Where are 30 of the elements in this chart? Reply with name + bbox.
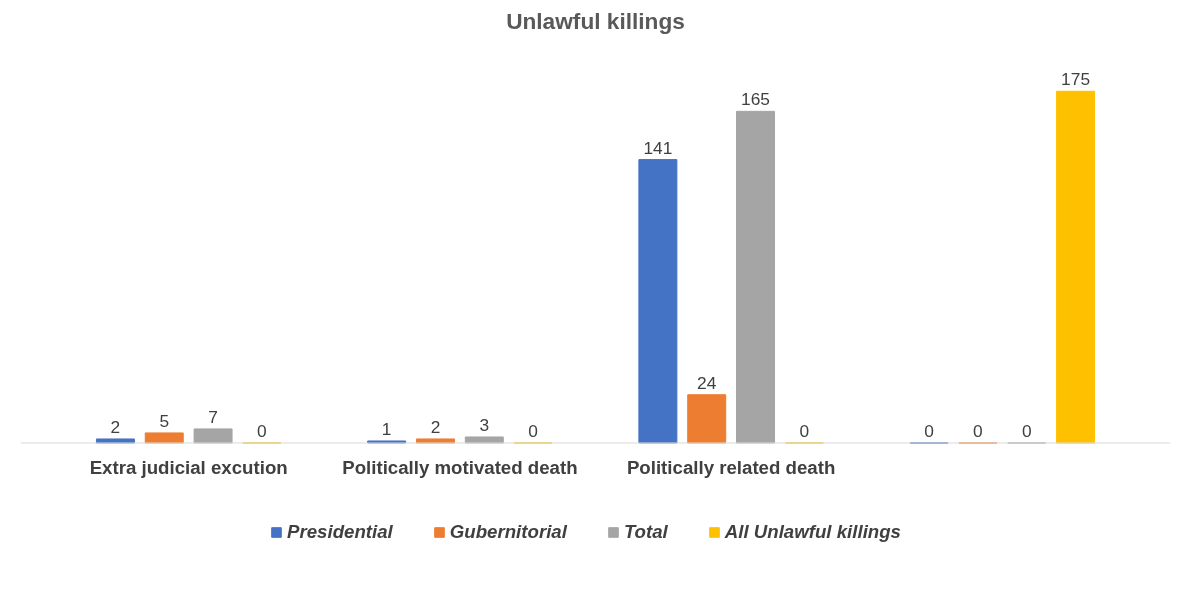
data-label: 0: [973, 420, 983, 441]
data-label: 3: [479, 414, 490, 435]
bar: [1056, 90, 1096, 444]
data-label: 0: [924, 420, 934, 441]
bar: [638, 159, 678, 444]
data-label: 24: [697, 372, 717, 393]
data-label: 2: [110, 416, 121, 437]
data-label: 0: [257, 420, 267, 441]
data-label: 1: [381, 418, 392, 439]
data-label: 7: [208, 406, 218, 427]
legend-label: All Unlawful killings: [724, 521, 901, 543]
legend-label: Presidential: [287, 521, 393, 543]
bar: [687, 394, 727, 444]
data-label: 141: [643, 137, 673, 158]
data-label: 0: [1021, 420, 1032, 441]
data-label: 0: [528, 420, 538, 441]
x-tick-label: Politically related death: [626, 456, 836, 478]
data-label: 2: [430, 416, 441, 437]
bar: [144, 432, 184, 444]
chart-title: Unlawful killings: [506, 7, 685, 34]
data-label: 175: [1061, 69, 1091, 90]
bar: [193, 428, 233, 444]
legend-label: Total: [623, 521, 668, 543]
legend-label: Gubernitorial: [449, 521, 567, 543]
data-label: 5: [159, 410, 170, 431]
bar: [736, 110, 776, 444]
data-label: 0: [799, 420, 810, 441]
data-label: 165: [741, 89, 770, 110]
x-tick-label: Politically motivated death: [342, 456, 578, 478]
x-tick-label: Extra judicial excution: [89, 456, 288, 478]
